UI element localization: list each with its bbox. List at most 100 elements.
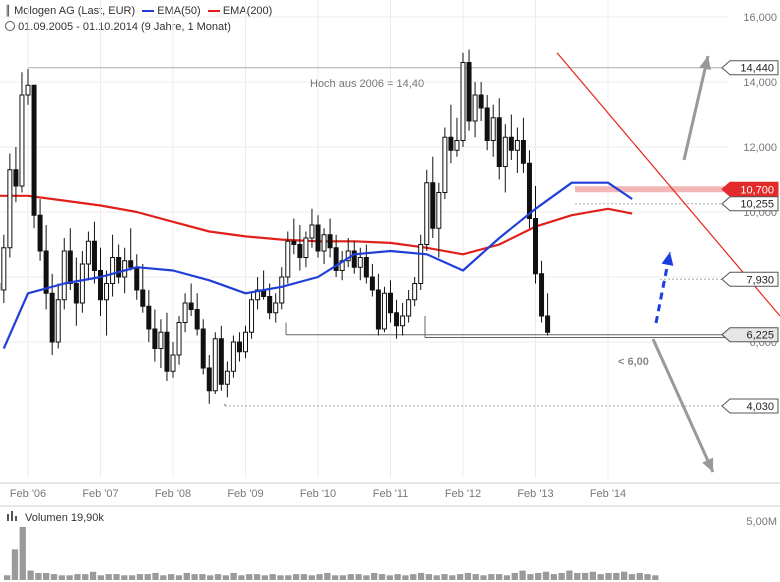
candle: [291, 218, 297, 255]
resistance-band: [575, 186, 728, 193]
candle-body: [104, 283, 110, 301]
candle: [520, 117, 526, 173]
volume-bar: [480, 575, 487, 580]
volume-bar: [308, 575, 315, 580]
volume-bar: [74, 574, 81, 580]
horizontal-levels: [28, 67, 728, 407]
candle-body: [394, 312, 400, 327]
candle-body: [533, 218, 538, 275]
candle-body: [212, 338, 218, 392]
volume-icon: [11, 511, 13, 521]
candle: [206, 355, 212, 404]
volume-bar: [542, 571, 550, 580]
candle-body: [472, 94, 478, 122]
candle: [394, 299, 400, 339]
candle-body: [496, 117, 502, 167]
candle-body: [436, 192, 442, 229]
candle-body: [176, 322, 182, 356]
volume-bar: [386, 575, 393, 580]
candle-body: [25, 84, 31, 96]
volume-bar: [191, 574, 198, 580]
up-arrow-gray-head: [699, 56, 711, 71]
candle-body: [424, 182, 430, 245]
candle-body: [526, 162, 532, 219]
candle-body: [303, 237, 309, 258]
candle-body: [466, 62, 472, 122]
volume-bar: [183, 572, 190, 580]
candle-body: [514, 140, 520, 151]
volume-bar: [246, 574, 253, 580]
candle-body: [484, 107, 490, 141]
candle-body: [400, 315, 406, 327]
volume-bar: [27, 570, 34, 580]
candle-body: [122, 260, 128, 278]
volume-bar: [214, 574, 222, 580]
candle-body: [134, 266, 140, 291]
candle-body: [545, 315, 551, 333]
candle: [73, 257, 79, 326]
volume-bar: [464, 572, 472, 580]
candle: [110, 234, 116, 297]
level-label-box: [721, 327, 779, 343]
candle: [406, 290, 412, 323]
candle-body: [194, 309, 200, 330]
candle-body: [412, 283, 418, 301]
candle: [152, 309, 158, 362]
volume-bar: [168, 574, 175, 580]
volume-bar: [456, 574, 464, 580]
candle: [55, 283, 61, 349]
high-annotation: Hoch aus 2006 = 14,40: [310, 78, 424, 90]
x-tick-label: Feb '09: [227, 488, 263, 500]
candle-body: [140, 289, 146, 307]
candle: [309, 208, 315, 248]
candle-body: [406, 299, 412, 317]
volume-bar: [160, 575, 167, 580]
candle: [146, 290, 152, 342]
level-label: 14,440: [721, 60, 779, 76]
down-arrow-gray: [651, 338, 715, 473]
level-label-text: 4,030: [746, 401, 774, 413]
candle-body: [448, 136, 454, 151]
candlestick-icon[interactable]: ║: [5, 6, 12, 17]
candle: [98, 247, 103, 316]
volume-bar: [292, 574, 300, 580]
volume-bar: [128, 575, 136, 580]
candle-body: [164, 331, 170, 372]
volume-bar: [410, 574, 417, 580]
volume-bar: [238, 575, 245, 580]
candle: [430, 156, 436, 238]
volume-bar: [417, 572, 425, 580]
candle: [375, 273, 381, 336]
candle-body: [502, 136, 508, 167]
candle: [273, 293, 279, 323]
candle: [243, 325, 248, 359]
candle: [327, 218, 333, 258]
candle: [418, 234, 424, 290]
candle: [13, 147, 19, 203]
candle-body: [375, 289, 381, 330]
volume-bar: [355, 574, 362, 580]
volume-bar: [511, 572, 518, 580]
candle-body: [224, 370, 230, 385]
candle: [545, 293, 551, 336]
volume-bar: [66, 575, 73, 580]
volume-bar: [566, 570, 573, 580]
candle-body: [478, 94, 484, 109]
candle-body: [490, 117, 496, 141]
candle-body: [321, 234, 327, 252]
up-arrow-blue: [654, 251, 674, 324]
level-label-box: [721, 60, 779, 76]
candle: [381, 286, 387, 333]
level-label-box: [721, 398, 779, 414]
candle: [212, 332, 218, 394]
volume-bar: [136, 574, 144, 580]
candle-body: [327, 234, 333, 249]
candle: [369, 264, 375, 297]
candle: [164, 312, 170, 381]
level-label-box: [721, 271, 779, 287]
volume-bar: [363, 575, 370, 580]
x-tick-label: Feb '13: [517, 488, 553, 500]
volume-bar: [277, 575, 284, 580]
volume-bar: [472, 574, 479, 580]
